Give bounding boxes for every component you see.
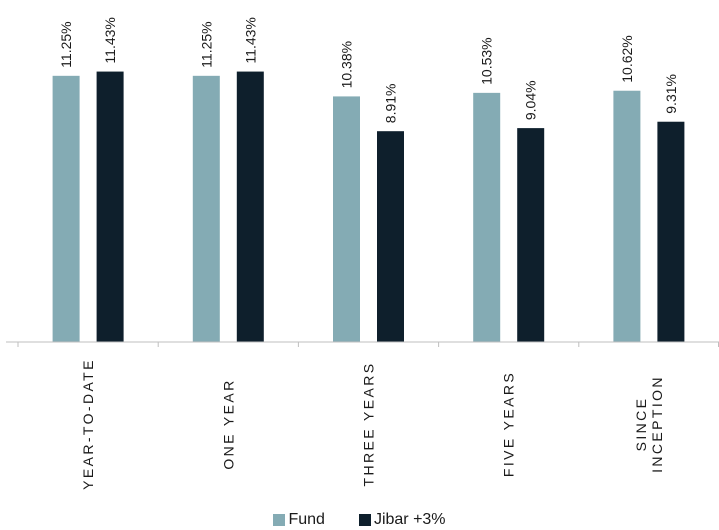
data-label-fund-1: 11.25% <box>198 21 214 67</box>
legend-item-fund: Fund <box>273 510 325 530</box>
bar-fund-4 <box>613 90 641 342</box>
tick-label-4-line-1: INCEPTION <box>649 375 665 473</box>
data-label-jibar-2: 8.91% <box>383 83 399 123</box>
legend-item-jibar: Jibar +3% <box>358 510 446 530</box>
bar-fund-2 <box>333 96 360 342</box>
legend-swatch-jibar <box>358 514 371 526</box>
bar-fund-1 <box>192 75 220 342</box>
legend-label-fund: Fund <box>288 511 325 528</box>
tick-label-0: YEAR-TO-DATE <box>80 358 96 490</box>
data-label-fund-4: 10.62% <box>619 35 635 82</box>
data-label-jibar-3: 9.04% <box>523 80 539 120</box>
bar-fund-0 <box>52 75 80 342</box>
legend-label-jibar: Jibar +3% <box>373 511 446 528</box>
data-label-fund-0: 11.25% <box>58 21 74 67</box>
bar-jibar-3 <box>517 128 545 342</box>
legend: Fund Jibar +3% <box>0 510 719 530</box>
bar-fund-3 <box>473 92 501 342</box>
tick-label-2: THREE YEARS <box>361 362 377 487</box>
tick-label-1: ONE YEAR <box>220 378 236 469</box>
data-label-jibar-1: 11.43% <box>242 17 258 63</box>
tick-label-4-line-0: SINCE <box>633 397 649 452</box>
bar-jibar-2 <box>377 131 404 342</box>
bar-jibar-0 <box>96 71 124 343</box>
data-label-jibar-0: 11.43% <box>102 17 118 63</box>
legend-swatch-fund <box>273 514 286 526</box>
bar-jibar-1 <box>236 71 264 343</box>
data-label-jibar-4: 9.31% <box>663 74 679 114</box>
data-label-fund-3: 10.53% <box>479 37 495 84</box>
tick-label-3: FIVE YEARS <box>501 371 517 477</box>
data-label-fund-2: 10.38% <box>339 41 355 88</box>
bar-jibar-4 <box>657 121 685 342</box>
